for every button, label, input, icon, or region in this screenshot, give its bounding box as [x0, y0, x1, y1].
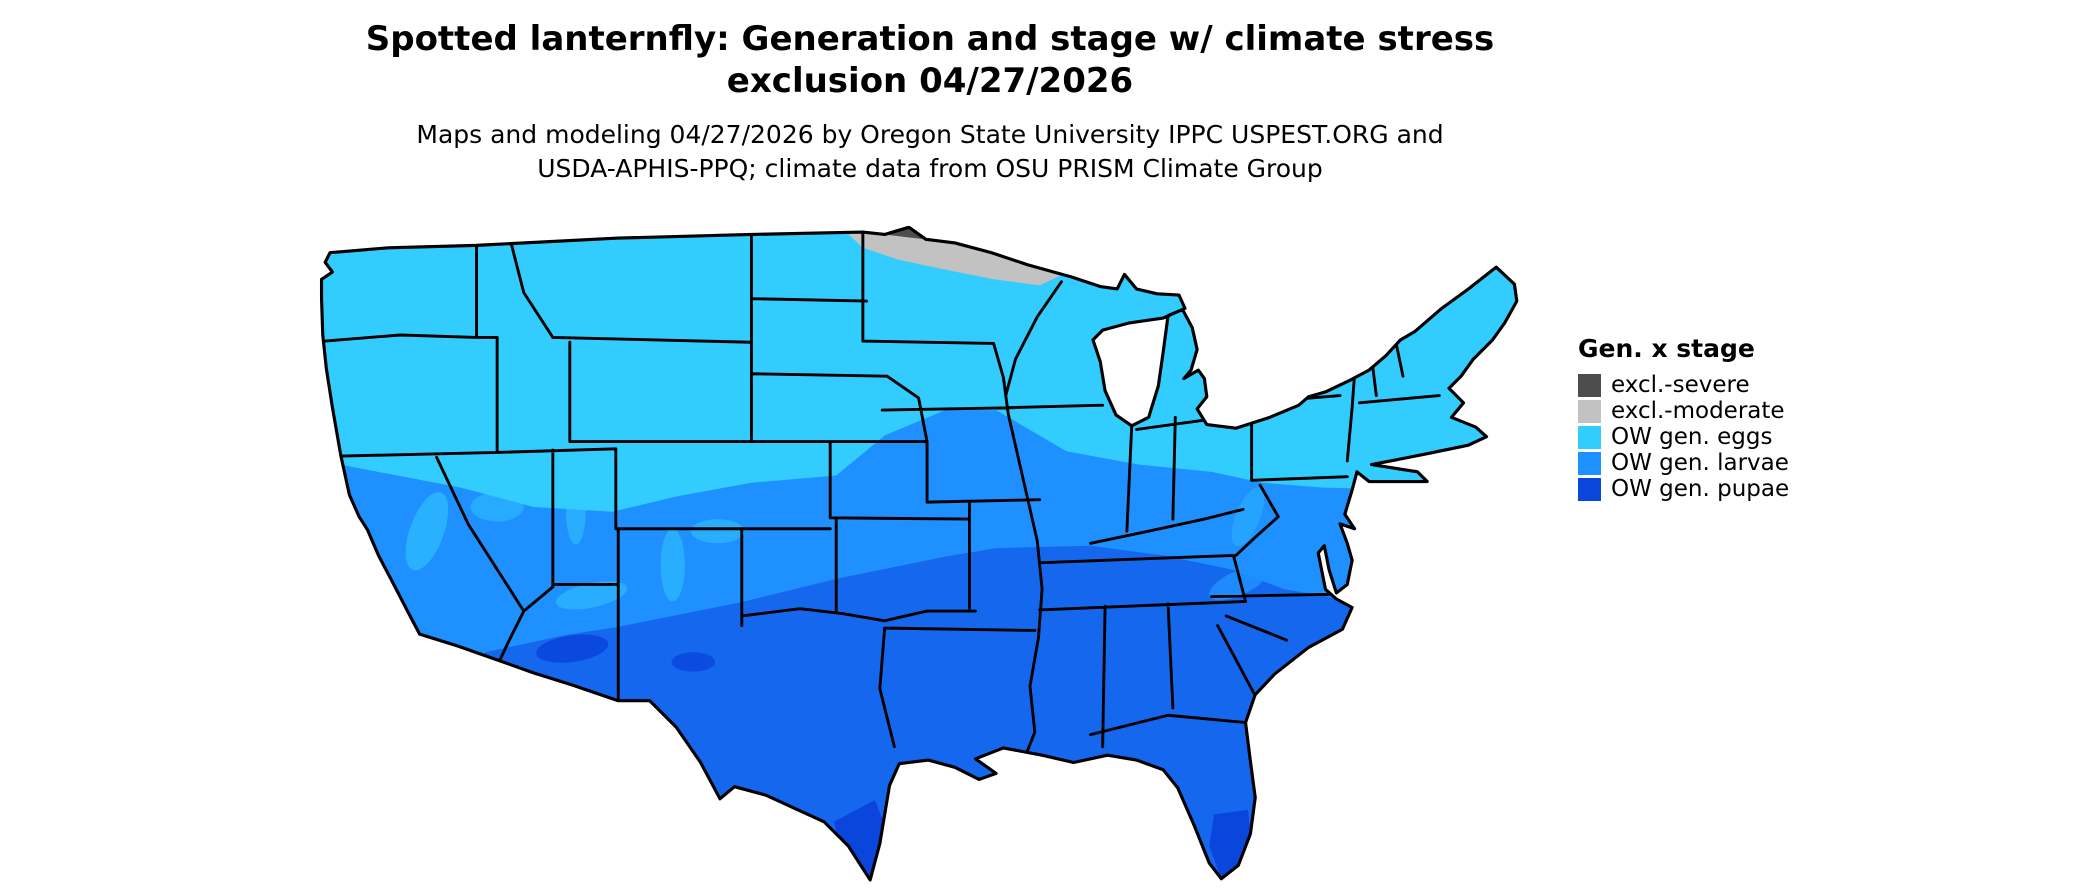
legend-label-ow-larvae: OW gen. larvae: [1611, 450, 1789, 476]
legend-swatch-ow-larvae: [1578, 451, 1601, 475]
figure-subtitle: Maps and modeling 04/27/2026 by Oregon S…: [0, 118, 1860, 186]
state-borders: [323, 230, 1441, 758]
figure-subtitle-line1: Maps and modeling 04/27/2026 by Oregon S…: [416, 120, 1444, 149]
figure-title: Spotted lanternfly: Generation and stage…: [0, 18, 1860, 102]
map-region-pupae-newmexico: [671, 652, 716, 672]
legend-label-excl-severe: excl.-severe: [1611, 372, 1750, 398]
us-outline: [319, 226, 1519, 882]
terrain-mottle: [660, 528, 685, 602]
legend-swatch-ow-pupae: [1578, 477, 1601, 501]
legend-item: OW gen. eggs: [1578, 424, 1789, 450]
legend-swatch-excl-moderate: [1578, 399, 1601, 423]
legend-label-ow-pupae: OW gen. pupae: [1611, 476, 1790, 502]
legend-label-ow-eggs: OW gen. eggs: [1611, 424, 1773, 450]
map-region-pupae-arizona: [536, 634, 609, 663]
figure-header: Spotted lanternfly: Generation and stage…: [0, 18, 1860, 186]
terrain-mottle: [470, 492, 524, 522]
terrain-mottle: [1209, 566, 1268, 601]
map-region-pupae-texas-tip: [833, 800, 888, 880]
legend-item: OW gen. larvae: [1578, 450, 1789, 476]
terrain-mottle: [690, 519, 745, 544]
terrain-mottle: [566, 481, 586, 545]
legend-swatch-excl-severe: [1578, 373, 1601, 397]
figure-subtitle-line2: USDA-APHIS-PPQ; climate data from OSU PR…: [537, 154, 1323, 183]
terrain-mottle: [405, 492, 449, 571]
us-choropleth-map: [319, 226, 1519, 882]
terrain-mottle: [555, 581, 628, 610]
terrain-mottle: [1231, 487, 1265, 547]
map-region-excl-moderate-minnesota: [845, 227, 1061, 286]
figure-title-line1: Spotted lanternfly: Generation and stage…: [365, 19, 1495, 59]
legend-label-excl-moderate: excl.-moderate: [1611, 398, 1785, 424]
map-legend: Gen. x stage excl.-severe excl.-moderate…: [1578, 334, 1789, 502]
legend-item: excl.-severe: [1578, 372, 1789, 398]
legend-title: Gen. x stage: [1578, 334, 1755, 363]
figure-title-line2: exclusion 04/27/2026: [726, 61, 1134, 101]
map-region-pupae-florida-tip: [1209, 809, 1251, 879]
legend-item: excl.-moderate: [1578, 398, 1789, 424]
legend-swatch-ow-eggs: [1578, 425, 1601, 449]
map-region-excl-severe: [884, 227, 926, 240]
legend-item: OW gen. pupae: [1578, 476, 1789, 502]
terrain-mottle-group: [405, 481, 1268, 610]
